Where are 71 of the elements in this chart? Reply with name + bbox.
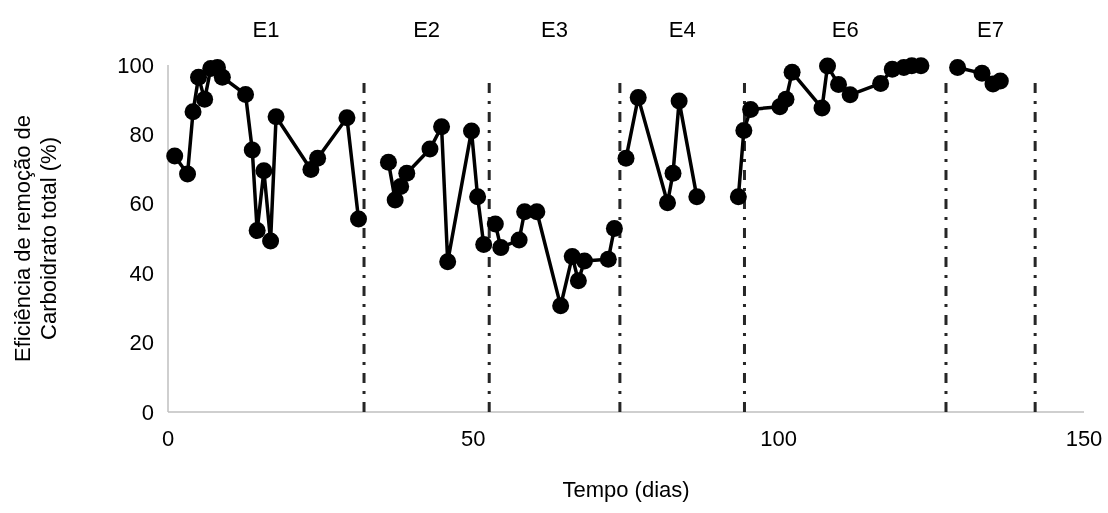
point: [777, 90, 795, 108]
point: [688, 188, 706, 206]
point: [469, 188, 487, 206]
point: [196, 90, 214, 108]
x-tick-label: 100: [760, 426, 798, 451]
x-tick-label: 50: [461, 426, 486, 451]
point: [184, 103, 202, 121]
point: [350, 210, 368, 228]
point: [379, 153, 397, 171]
point: [248, 222, 266, 240]
y-tick-label: 20: [129, 330, 154, 356]
point: [309, 149, 327, 167]
point: [421, 140, 439, 158]
point: [262, 232, 280, 250]
point: [629, 89, 647, 107]
point: [528, 203, 546, 221]
point: [439, 253, 457, 271]
point: [991, 72, 1009, 90]
point: [735, 122, 753, 140]
y-tick-label: 80: [129, 121, 154, 147]
point: [338, 109, 356, 127]
point: [190, 68, 208, 86]
point: [243, 141, 261, 159]
point: [729, 188, 747, 206]
point: [973, 64, 991, 82]
y-tick-label: 100: [117, 52, 154, 78]
point: [783, 63, 801, 81]
y-tick-label: 60: [129, 191, 154, 217]
point: [433, 118, 451, 136]
point: [949, 58, 967, 76]
point: [552, 297, 570, 315]
point: [575, 252, 593, 270]
x-tick-label: 0: [161, 426, 175, 451]
point: [392, 177, 410, 195]
point: [830, 75, 848, 93]
point: [872, 74, 890, 92]
point: [179, 165, 197, 183]
point: [670, 92, 688, 110]
point: [659, 194, 677, 212]
point: [569, 272, 587, 290]
text: E6: [831, 17, 859, 42]
point: [742, 100, 760, 118]
text: E7: [977, 17, 1005, 42]
point: [267, 108, 285, 126]
point: [841, 86, 859, 104]
point: [813, 99, 831, 117]
x-axis-title: Tempo (dias): [562, 477, 690, 502]
point: [398, 164, 416, 182]
point: [617, 149, 635, 167]
point: [510, 231, 528, 249]
x-tick-label: 150: [1065, 426, 1103, 451]
y-axis-title: Eficiência de remoção de Carboidrato total (%): [10, 114, 61, 363]
point: [166, 147, 184, 165]
point: [599, 250, 617, 268]
point: [492, 239, 510, 257]
text: E4: [668, 17, 696, 42]
y-tick-label: 40: [129, 260, 154, 286]
point: [819, 57, 837, 75]
point: [605, 219, 623, 237]
text: E2: [413, 17, 441, 42]
text: E1: [252, 17, 280, 42]
point: [475, 235, 493, 253]
point: [255, 162, 273, 180]
text: E3: [541, 17, 569, 42]
point: [386, 191, 404, 209]
point: [213, 68, 231, 86]
y-tick-label: 0: [141, 399, 154, 425]
point: [237, 86, 255, 103]
point: [463, 122, 480, 140]
point: [486, 215, 504, 233]
point: [664, 164, 682, 182]
